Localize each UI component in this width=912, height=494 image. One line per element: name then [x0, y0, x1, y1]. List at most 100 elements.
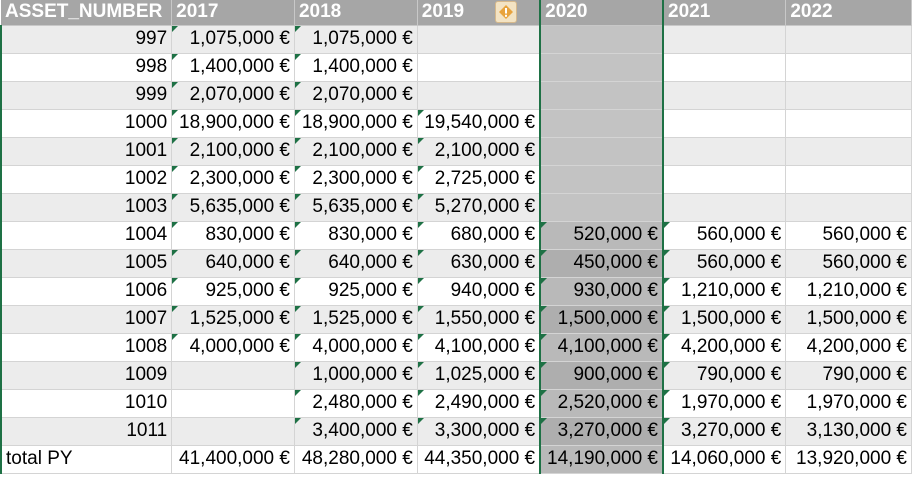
value-cell-2022[interactable]	[785, 25, 912, 54]
value-cell-2020[interactable]: 930,000 €	[539, 277, 664, 306]
asset-number-cell[interactable]: 1001	[0, 137, 173, 166]
total-cell-2022[interactable]: 13,920,000 €	[785, 445, 912, 474]
value-cell-2019[interactable]: 3,300,000 €	[417, 417, 541, 446]
value-cell-2022[interactable]: 3,130,000 €	[785, 417, 912, 446]
value-cell-2019[interactable]: 2,100,000 €	[417, 137, 541, 166]
value-cell-2018[interactable]: 925,000 €	[294, 277, 418, 306]
header-2017[interactable]: 2017	[171, 0, 295, 26]
value-cell-2021[interactable]: 790,000 €	[663, 361, 787, 390]
value-cell-2022[interactable]: 1,970,000 €	[785, 389, 912, 418]
value-cell-2017[interactable]: 925,000 €	[171, 277, 295, 306]
asset-number-cell[interactable]: 1008	[0, 333, 173, 362]
value-cell-2018[interactable]: 3,400,000 €	[294, 417, 418, 446]
value-cell-2021[interactable]: 560,000 €	[663, 221, 787, 250]
value-cell-2017[interactable]: 4,000,000 €	[171, 333, 295, 362]
value-cell-2019[interactable]: 4,100,000 €	[417, 333, 541, 362]
value-cell-2021[interactable]: 1,210,000 €	[663, 277, 787, 306]
value-cell-2019[interactable]: 680,000 €	[417, 221, 541, 250]
value-cell-2017[interactable]: 830,000 €	[171, 221, 295, 250]
value-cell-2020[interactable]: 4,100,000 €	[539, 333, 664, 362]
value-cell-2021[interactable]	[663, 53, 787, 82]
value-cell-2020[interactable]	[539, 137, 664, 166]
value-cell-2019[interactable]: 630,000 €	[417, 249, 541, 278]
asset-number-cell[interactable]: 1009	[0, 361, 173, 390]
total-cell-2019[interactable]: 44,350,000 €	[417, 445, 541, 474]
total-cell-2021[interactable]: 14,060,000 €	[663, 445, 787, 474]
asset-number-cell[interactable]: 999	[0, 81, 173, 110]
value-cell-2017[interactable]	[171, 389, 295, 418]
value-cell-2022[interactable]	[785, 53, 912, 82]
value-cell-2018[interactable]: 1,400,000 €	[294, 53, 418, 82]
value-cell-2019[interactable]: 5,270,000 €	[417, 193, 541, 222]
asset-number-cell[interactable]: 997	[0, 25, 173, 54]
asset-number-cell[interactable]: 998	[0, 53, 173, 82]
value-cell-2020[interactable]: 2,520,000 €	[539, 389, 664, 418]
value-cell-2018[interactable]: 1,075,000 €	[294, 25, 418, 54]
value-cell-2017[interactable]: 2,300,000 €	[171, 165, 295, 194]
value-cell-2018[interactable]: 1,000,000 €	[294, 361, 418, 390]
value-cell-2020[interactable]: 1,500,000 €	[539, 305, 664, 334]
value-cell-2021[interactable]: 4,200,000 €	[663, 333, 787, 362]
warning-icon[interactable]	[495, 1, 518, 23]
value-cell-2021[interactable]: 560,000 €	[663, 249, 787, 278]
value-cell-2022[interactable]	[785, 137, 912, 166]
value-cell-2018[interactable]: 18,900,000 €	[294, 109, 418, 138]
value-cell-2017[interactable]	[171, 361, 295, 390]
value-cell-2019[interactable]: 940,000 €	[417, 277, 541, 306]
value-cell-2021[interactable]: 1,500,000 €	[663, 305, 787, 334]
value-cell-2019[interactable]: 19,540,000 €	[417, 109, 541, 138]
value-cell-2018[interactable]: 640,000 €	[294, 249, 418, 278]
header-2022[interactable]: 2022	[785, 0, 912, 26]
total-cell-2018[interactable]: 48,280,000 €	[294, 445, 418, 474]
asset-number-cell[interactable]: 1004	[0, 221, 173, 250]
value-cell-2019[interactable]: 1,550,000 €	[417, 305, 541, 334]
total-label[interactable]: total PY	[0, 445, 173, 474]
value-cell-2017[interactable]: 640,000 €	[171, 249, 295, 278]
value-cell-2018[interactable]: 1,525,000 €	[294, 305, 418, 334]
value-cell-2018[interactable]: 5,635,000 €	[294, 193, 418, 222]
value-cell-2017[interactable]: 1,075,000 €	[171, 25, 295, 54]
value-cell-2022[interactable]: 4,200,000 €	[785, 333, 912, 362]
value-cell-2022[interactable]: 560,000 €	[785, 249, 912, 278]
value-cell-2022[interactable]: 790,000 €	[785, 361, 912, 390]
value-cell-2018[interactable]: 2,480,000 €	[294, 389, 418, 418]
value-cell-2021[interactable]	[663, 137, 787, 166]
header-2021[interactable]: 2021	[663, 0, 787, 26]
header-2018[interactable]: 2018	[294, 0, 418, 26]
value-cell-2020[interactable]	[539, 193, 664, 222]
value-cell-2019[interactable]	[417, 81, 541, 110]
value-cell-2022[interactable]	[785, 81, 912, 110]
value-cell-2022[interactable]	[785, 109, 912, 138]
value-cell-2021[interactable]	[663, 109, 787, 138]
value-cell-2021[interactable]: 1,970,000 €	[663, 389, 787, 418]
asset-number-cell[interactable]: 1010	[0, 389, 173, 418]
value-cell-2020[interactable]	[539, 165, 664, 194]
value-cell-2021[interactable]	[663, 81, 787, 110]
asset-number-cell[interactable]: 1000	[0, 109, 173, 138]
value-cell-2019[interactable]: 1,025,000 €	[417, 361, 541, 390]
value-cell-2017[interactable]: 1,525,000 €	[171, 305, 295, 334]
value-cell-2020[interactable]	[539, 109, 664, 138]
value-cell-2020[interactable]: 3,270,000 €	[539, 417, 664, 446]
value-cell-2018[interactable]: 2,070,000 €	[294, 81, 418, 110]
value-cell-2019[interactable]	[417, 25, 541, 54]
value-cell-2018[interactable]: 4,000,000 €	[294, 333, 418, 362]
value-cell-2019[interactable]: 2,490,000 €	[417, 389, 541, 418]
asset-number-cell[interactable]: 1006	[0, 277, 173, 306]
value-cell-2020[interactable]	[539, 53, 664, 82]
value-cell-2018[interactable]: 2,300,000 €	[294, 165, 418, 194]
value-cell-2018[interactable]: 830,000 €	[294, 221, 418, 250]
value-cell-2022[interactable]	[785, 165, 912, 194]
value-cell-2021[interactable]: 3,270,000 €	[663, 417, 787, 446]
value-cell-2020[interactable]: 450,000 €	[539, 249, 664, 278]
value-cell-2022[interactable]: 560,000 €	[785, 221, 912, 250]
asset-number-cell[interactable]: 1005	[0, 249, 173, 278]
asset-number-cell[interactable]: 1003	[0, 193, 173, 222]
value-cell-2017[interactable]: 5,635,000 €	[171, 193, 295, 222]
value-cell-2020[interactable]: 520,000 €	[539, 221, 664, 250]
value-cell-2017[interactable]: 18,900,000 €	[171, 109, 295, 138]
asset-number-cell[interactable]: 1007	[0, 305, 173, 334]
value-cell-2019[interactable]: 2,725,000 €	[417, 165, 541, 194]
value-cell-2017[interactable]: 1,400,000 €	[171, 53, 295, 82]
value-cell-2021[interactable]	[663, 165, 787, 194]
